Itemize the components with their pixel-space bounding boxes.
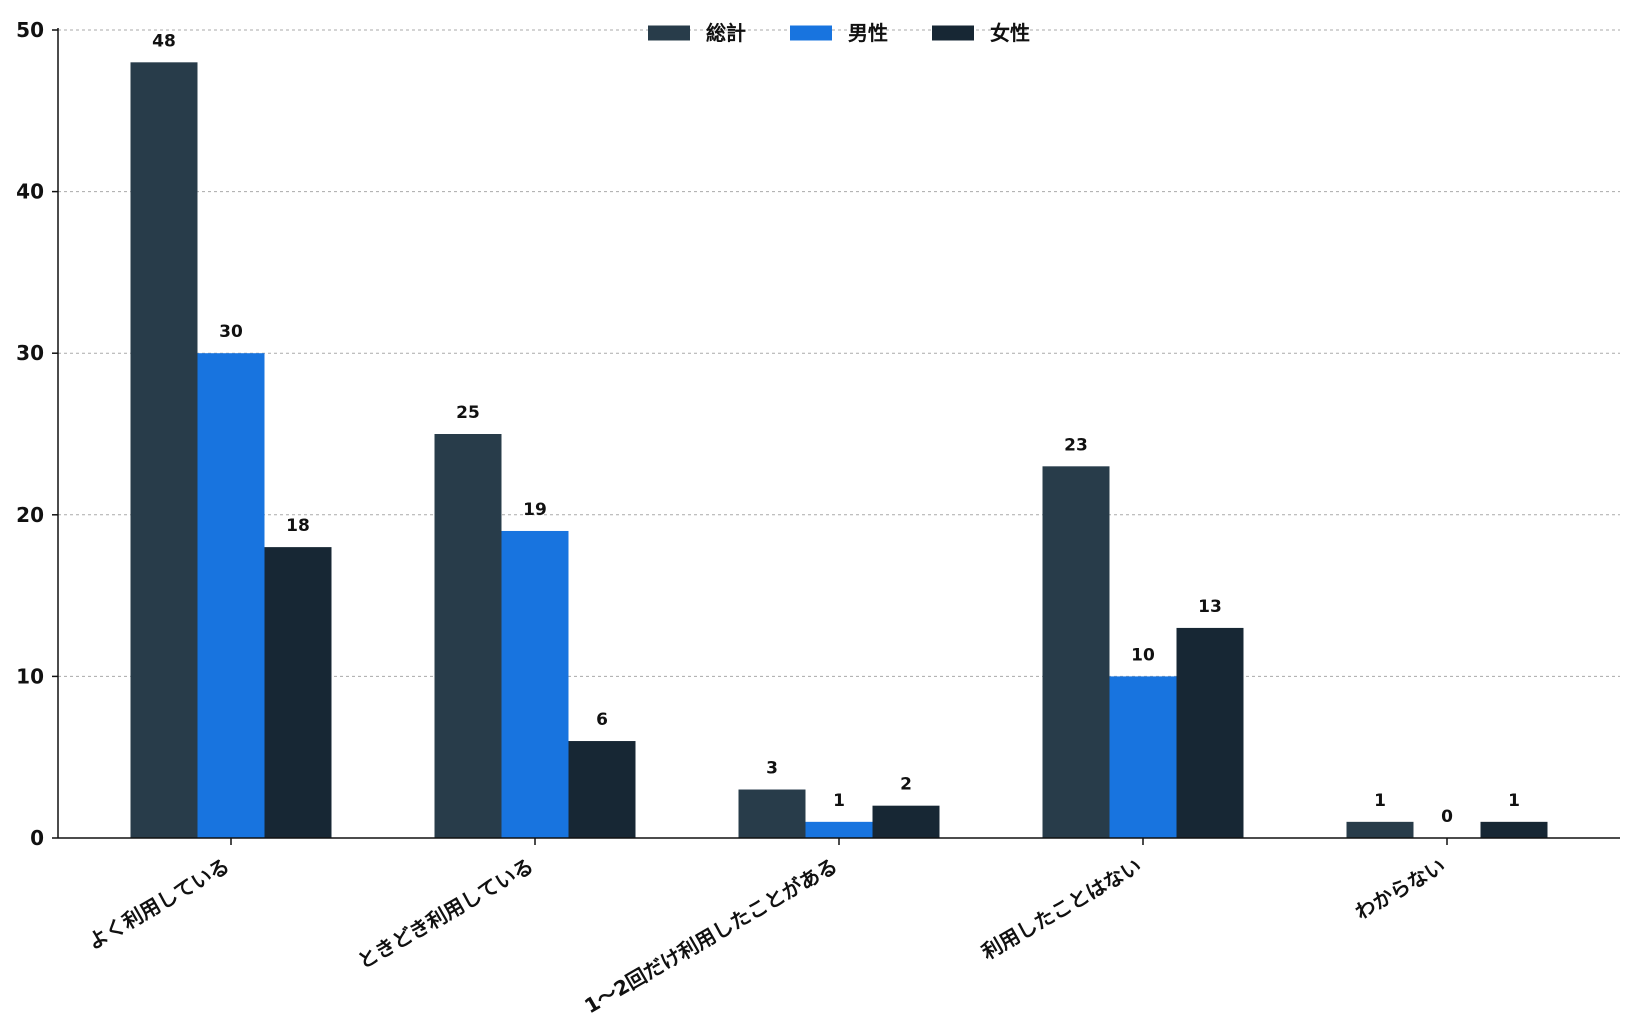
x-tick-label: 1～2回だけ利用したことがある	[580, 854, 841, 1019]
y-tick-label: 30	[16, 341, 44, 365]
legend-item: 女性	[932, 21, 1030, 45]
bar	[1176, 627, 1244, 838]
x-tick-label: よく利用している	[83, 854, 233, 954]
legend-swatch	[932, 25, 974, 41]
data-label: 13	[1198, 597, 1222, 617]
y-tick-label: 20	[16, 503, 44, 527]
y-tick-label: 40	[16, 180, 44, 204]
legend-item: 男性	[790, 21, 888, 45]
bar	[568, 741, 636, 838]
data-label: 30	[219, 322, 243, 342]
bar	[1480, 821, 1548, 838]
legend: 総計 男性 女性	[648, 21, 1030, 45]
data-label: 10	[1131, 645, 1155, 665]
legend-swatch	[648, 25, 690, 41]
legend-label: 男性	[848, 21, 888, 45]
x-tick-label: わからない	[1351, 854, 1450, 925]
legend-label: 総計	[706, 21, 746, 45]
y-tick-label: 10	[16, 664, 44, 688]
bar	[872, 805, 940, 838]
bar	[130, 62, 198, 838]
data-label: 1	[1508, 791, 1520, 811]
legend-label: 女性	[990, 21, 1030, 45]
legend-item: 総計	[648, 21, 746, 45]
data-label: 2	[900, 775, 912, 795]
data-label: 18	[286, 516, 310, 536]
bar	[738, 789, 806, 838]
y-tick-label: 50	[16, 18, 44, 42]
data-label: 48	[152, 31, 176, 51]
data-label: 6	[596, 710, 608, 730]
data-label: 1	[833, 791, 845, 811]
bar	[197, 353, 265, 838]
x-tick-label: ときどき利用している	[353, 854, 537, 974]
bars	[130, 62, 1548, 838]
legend-swatch	[790, 25, 832, 41]
data-label: 0	[1441, 807, 1453, 827]
bar	[501, 530, 569, 838]
data-label: 1	[1374, 791, 1386, 811]
bar	[434, 434, 502, 838]
y-axis-ticks: 0 10 20 30 40 50	[16, 18, 58, 850]
bar	[264, 547, 332, 838]
x-axis-ticks: よく利用している ときどき利用している 1～2回だけ利用したことがある 利用したことは…	[83, 838, 1450, 1019]
x-tick-label: 利用したことはない	[978, 854, 1146, 965]
bar	[1346, 821, 1414, 838]
data-label: 25	[456, 403, 480, 423]
y-tick-label: 0	[30, 826, 44, 850]
data-label: 23	[1064, 435, 1088, 455]
bar	[805, 821, 873, 838]
data-label: 3	[766, 759, 778, 779]
bar	[1109, 676, 1177, 838]
bar	[1042, 466, 1110, 838]
data-label: 19	[523, 500, 547, 520]
